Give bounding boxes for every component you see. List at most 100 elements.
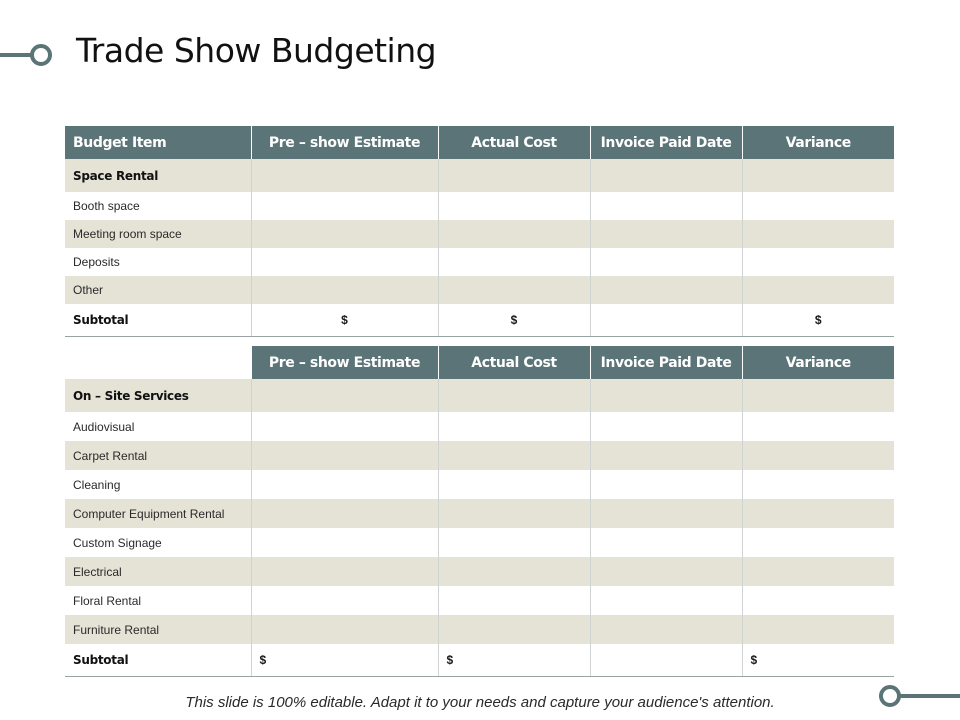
table-cell[interactable]: [437, 499, 590, 528]
table-cell[interactable]: [741, 276, 894, 304]
table-cell[interactable]: [250, 220, 438, 248]
table-cell[interactable]: [589, 276, 742, 304]
table-cell[interactable]: [250, 441, 438, 470]
table-cell[interactable]: [741, 441, 894, 470]
subtotal-variance[interactable]: $: [741, 304, 894, 337]
row-label: Computer Equipment Rental: [65, 499, 251, 528]
table-row: Audiovisual: [65, 412, 894, 441]
table-cell[interactable]: [741, 379, 894, 412]
table-cell[interactable]: [250, 528, 438, 557]
table-row: Booth space: [65, 192, 894, 220]
line-circle-icon: [0, 44, 52, 66]
table-cell[interactable]: [589, 192, 742, 220]
table-cell[interactable]: [250, 276, 438, 304]
table-cell[interactable]: [589, 557, 742, 586]
header-variance: Variance: [741, 126, 894, 159]
table-cell[interactable]: [589, 615, 742, 644]
table-cell[interactable]: [250, 586, 438, 615]
subtotal-invoice[interactable]: [589, 304, 742, 337]
table-cell[interactable]: [250, 412, 438, 441]
table-cell[interactable]: [437, 586, 590, 615]
table-cell[interactable]: [250, 499, 438, 528]
table-cell[interactable]: [437, 470, 590, 499]
table-cell[interactable]: [437, 528, 590, 557]
subtotal-row: Subtotal $ $ $: [65, 644, 894, 677]
table-cell[interactable]: [437, 220, 590, 248]
table-cell[interactable]: [250, 159, 438, 192]
table-cell[interactable]: [589, 412, 742, 441]
table-cell[interactable]: [741, 248, 894, 276]
table-cell[interactable]: [589, 470, 742, 499]
subtotal-label: Subtotal: [65, 304, 251, 337]
table-row: Furniture Rental: [65, 615, 894, 644]
table-cell[interactable]: [741, 192, 894, 220]
table-cell[interactable]: [437, 379, 590, 412]
table-cell[interactable]: [437, 248, 590, 276]
table-header-row: Pre – show Estimate Actual Cost Invoice …: [65, 346, 894, 379]
subtotal-label: Subtotal: [65, 644, 251, 677]
row-label: Booth space: [65, 192, 251, 220]
table-cell[interactable]: [437, 557, 590, 586]
table-row: Deposits: [65, 248, 894, 276]
table-cell[interactable]: [437, 441, 590, 470]
table-cell[interactable]: [589, 159, 742, 192]
table-cell[interactable]: [437, 276, 590, 304]
table-cell[interactable]: [741, 159, 894, 192]
space-rental-table: Budget Item Pre – show Estimate Actual C…: [65, 126, 894, 337]
subtotal-actual[interactable]: $: [437, 644, 590, 677]
row-label: Meeting room space: [65, 220, 251, 248]
table-cell[interactable]: [250, 192, 438, 220]
table-cell[interactable]: [741, 615, 894, 644]
table-cell[interactable]: [589, 528, 742, 557]
footer-note: This slide is 100% editable. Adapt it to…: [185, 694, 775, 711]
subtotal-variance[interactable]: $: [741, 644, 894, 677]
row-label: Custom Signage: [65, 528, 251, 557]
table-cell[interactable]: [250, 557, 438, 586]
table-cell[interactable]: [437, 615, 590, 644]
table-cell[interactable]: [589, 499, 742, 528]
page-title: Trade Show Budgeting: [76, 31, 437, 70]
table-cell[interactable]: [589, 379, 742, 412]
subtotal-row: Subtotal $ $ $: [65, 304, 894, 337]
row-label: Audiovisual: [65, 412, 251, 441]
table-row: Other: [65, 276, 894, 304]
table-cell[interactable]: [741, 557, 894, 586]
subtotal-estimate[interactable]: $: [250, 304, 438, 337]
table-cell[interactable]: [250, 470, 438, 499]
table-cell[interactable]: [589, 586, 742, 615]
table-cell[interactable]: [437, 159, 590, 192]
row-label: Deposits: [65, 248, 251, 276]
table-cell[interactable]: [250, 248, 438, 276]
subtotal-estimate[interactable]: $: [250, 644, 438, 677]
group-row-space-rental: Space Rental: [65, 159, 894, 192]
header-blank: [65, 346, 251, 379]
row-label: Other: [65, 276, 251, 304]
table-cell[interactable]: [741, 220, 894, 248]
row-label: Floral Rental: [65, 586, 251, 615]
table-cell[interactable]: [437, 192, 590, 220]
subtotal-invoice[interactable]: [589, 644, 742, 677]
header-invoice-paid-date: Invoice Paid Date: [589, 346, 742, 379]
table-header-row: Budget Item Pre – show Estimate Actual C…: [65, 126, 894, 159]
row-label: Electrical: [65, 557, 251, 586]
table-cell[interactable]: [741, 499, 894, 528]
group-row-on-site-services: On – Site Services: [65, 379, 894, 412]
subtotal-actual[interactable]: $: [437, 304, 590, 337]
table-cell[interactable]: [589, 220, 742, 248]
header-budget-item: Budget Item: [65, 126, 251, 159]
header-variance: Variance: [741, 346, 894, 379]
table-row: Carpet Rental: [65, 441, 894, 470]
header-invoice-paid-date: Invoice Paid Date: [589, 126, 742, 159]
table-cell[interactable]: [741, 470, 894, 499]
table-cell[interactable]: [589, 248, 742, 276]
table-cell[interactable]: [589, 441, 742, 470]
circle-line-icon: [879, 685, 960, 707]
header-pre-show-estimate: Pre – show Estimate: [250, 126, 438, 159]
table-cell[interactable]: [437, 412, 590, 441]
table-cell[interactable]: [250, 615, 438, 644]
table-row: Cleaning: [65, 470, 894, 499]
table-cell[interactable]: [741, 412, 894, 441]
table-cell[interactable]: [741, 586, 894, 615]
table-cell[interactable]: [741, 528, 894, 557]
table-cell[interactable]: [250, 379, 438, 412]
